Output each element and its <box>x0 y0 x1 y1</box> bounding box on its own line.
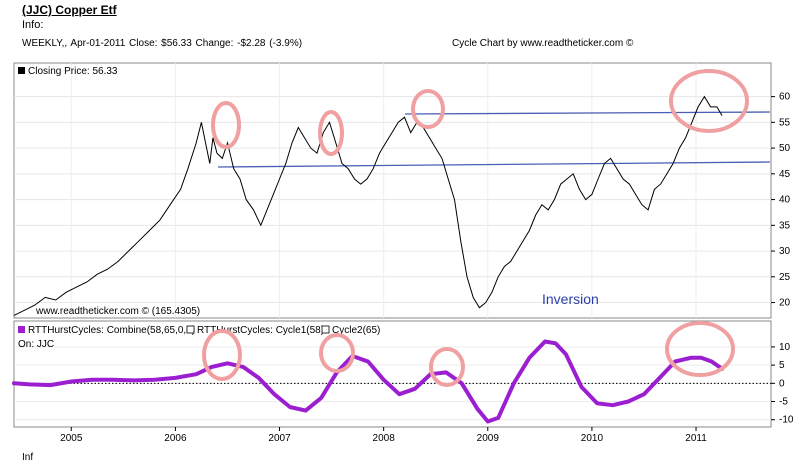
highlight-ring-cycle-2 <box>319 333 355 373</box>
price-panel-frame <box>13 62 772 319</box>
cycle-legend-combine: RTTHurstCycles: Combine(58,65,0,0) <box>28 325 195 336</box>
x-tick-label: 2006 <box>164 433 187 444</box>
chart-title: (JJC) Copper Etf <box>22 3 117 17</box>
cycle-ytick-label: 0 <box>779 378 785 389</box>
cycle-legend-cycle1: RTTHurstCycles: Cycle1(58) <box>197 325 324 336</box>
chart-watermark: www.readtheticker.com © (165.4305) <box>35 306 200 317</box>
price-legend-swatch <box>18 67 25 74</box>
highlight-ring-price-3 <box>411 89 445 129</box>
x-tick-label: 2009 <box>477 433 500 444</box>
highlight-rings <box>202 69 749 387</box>
chart-credit: Cycle Chart by www.readtheticker.com © <box>452 38 634 49</box>
x-tick-label: 2010 <box>581 433 604 444</box>
stats-line: WEEKLY,, Apr-01-2011 Close: $56.33 Chang… <box>22 38 303 49</box>
cycle-legend-swatch-cycle2 <box>321 325 330 334</box>
highlight-ring-cycle-1 <box>202 329 242 381</box>
highlight-ring-price-1 <box>211 101 241 149</box>
cycle-sublabel: On: JJC <box>18 339 54 350</box>
bottom-info-fragment: Inf <box>22 452 34 463</box>
highlight-ring-price-2 <box>318 110 344 156</box>
support-line <box>217 161 771 168</box>
price-ytick-label: 20 <box>779 298 791 309</box>
x-tick-label: 2008 <box>373 433 396 444</box>
x-tick-label: 2005 <box>60 433 83 444</box>
highlight-ring-cycle-4 <box>665 321 735 377</box>
cycle-series-line <box>12 339 725 424</box>
cycle-panel-frame <box>13 320 772 428</box>
cycle-ytick-label: 10 <box>779 342 791 353</box>
price-series-line <box>13 95 723 316</box>
price-ytick-label: 40 <box>779 195 791 206</box>
x-tick-label: 2007 <box>268 433 291 444</box>
cycle-ytick-label: -5 <box>779 397 788 408</box>
price-ytick-label: 60 <box>779 92 791 103</box>
cycle-ytick-label: -10 <box>779 415 794 426</box>
info-label: Info: <box>22 19 44 31</box>
price-ytick-label: 50 <box>779 143 791 154</box>
inversion-annotation: Inversion <box>542 291 599 307</box>
cycle-legend-cycle2: Cycle2(65) <box>332 325 380 336</box>
price-ytick-label: 30 <box>779 246 791 257</box>
price-ytick-label: 45 <box>779 169 791 180</box>
price-legend-label: Closing Price: 56.33 <box>28 66 118 77</box>
cycle-legend-swatch-combine <box>18 326 25 333</box>
resistance-line <box>404 111 771 115</box>
x-tick-label: 2011 <box>685 433 707 444</box>
price-ytick-label: 25 <box>779 272 791 283</box>
cycle-ytick-label: 5 <box>779 360 785 371</box>
price-ytick-label: 55 <box>779 117 791 128</box>
highlight-ring-price-4 <box>669 69 749 133</box>
price-ytick-label: 35 <box>779 220 791 231</box>
cycle-legend-swatch-cycle1 <box>186 325 195 334</box>
highlight-ring-cycle-3 <box>429 347 465 387</box>
